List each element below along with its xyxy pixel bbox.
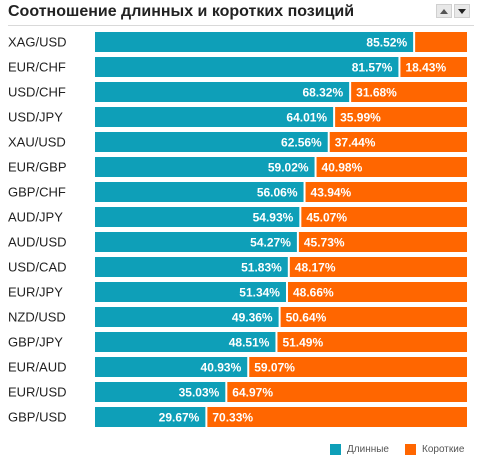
data-label-long: 62.56% <box>281 136 322 150</box>
category-label: EUR/GBP <box>8 160 67 175</box>
legend-item-long: Длинные <box>330 443 389 455</box>
data-label-short: 51.49% <box>282 336 323 350</box>
bar-short <box>280 307 467 327</box>
bar-long <box>95 307 279 327</box>
bar-long <box>95 207 300 227</box>
data-label-short: 45.73% <box>304 236 345 250</box>
category-label: EUR/JPY <box>8 285 63 300</box>
legend-swatch-short <box>405 443 416 455</box>
sort-down-button[interactable] <box>454 4 470 18</box>
data-label-short: 43.94% <box>311 186 352 200</box>
data-label-short: 37.44% <box>335 136 376 150</box>
bar-long <box>95 232 297 252</box>
category-label: XAG/USD <box>8 35 67 50</box>
data-label-long: 51.83% <box>241 261 282 275</box>
data-label-long: 56.06% <box>257 186 298 200</box>
data-label-short: 50.64% <box>286 311 327 325</box>
category-label: EUR/USD <box>8 385 67 400</box>
bar-short <box>316 157 467 177</box>
data-label-short: 64.97% <box>232 386 273 400</box>
data-label-long: 64.01% <box>286 111 327 125</box>
bar-long <box>95 132 328 152</box>
bar-long <box>95 257 288 277</box>
bar-short <box>249 357 467 377</box>
bar-long <box>95 357 248 377</box>
category-label: EUR/AUD <box>8 360 67 375</box>
category-label: GBP/JPY <box>8 335 63 350</box>
title-divider <box>8 25 474 26</box>
stacked-bar-chart: XAG/USD 85.52% EUR/CHF 81.57% 18.43% USD/CHF 6… <box>8 32 467 427</box>
bar-short <box>400 57 467 77</box>
data-label-short: 31.68% <box>356 86 397 100</box>
data-label-long: 49.36% <box>232 311 273 325</box>
data-label-long: 51.34% <box>239 286 280 300</box>
data-label-long: 54.93% <box>253 211 294 225</box>
bar-long <box>95 157 315 177</box>
bar-short <box>289 257 467 277</box>
data-label-long: 68.32% <box>302 86 343 100</box>
triangle-down-icon <box>458 8 466 14</box>
data-label-long: 54.27% <box>250 236 291 250</box>
category-label: AUD/JPY <box>8 210 63 225</box>
legend-label-short: Короткие <box>422 443 465 455</box>
data-label-short: 59.07% <box>254 361 295 375</box>
data-label-long: 85.52% <box>366 36 407 50</box>
bar-short <box>305 182 467 202</box>
bar-long <box>95 332 276 352</box>
category-label: USD/CHF <box>8 85 66 100</box>
bar-short <box>335 107 467 127</box>
data-label-long: 29.67% <box>159 411 200 425</box>
bar-long <box>95 57 399 77</box>
data-label-long: 59.02% <box>268 161 309 175</box>
legend-swatch-long <box>330 443 341 455</box>
category-label: GBP/CHF <box>8 185 66 200</box>
bar-short <box>287 282 467 302</box>
bar-short <box>415 32 467 52</box>
bar-short <box>277 332 467 352</box>
data-label-short: 48.17% <box>295 261 336 275</box>
data-label-long: 81.57% <box>352 61 393 75</box>
data-label-short: 35.99% <box>340 111 381 125</box>
legend-label-long: Длинные <box>347 443 389 455</box>
data-label-short: 40.98% <box>322 161 363 175</box>
data-label-short: 48.66% <box>293 286 334 300</box>
bar-long <box>95 282 286 302</box>
bar-short <box>329 132 467 152</box>
category-label: XAU/USD <box>8 135 66 150</box>
data-label-long: 40.93% <box>201 361 242 375</box>
category-label: USD/JPY <box>8 110 63 125</box>
bar-short <box>227 382 467 402</box>
bar-short <box>301 207 467 227</box>
bar-long <box>95 407 206 427</box>
bar-long <box>95 82 350 102</box>
category-label: GBP/USD <box>8 410 67 425</box>
bar-short <box>298 232 467 252</box>
chart-title: Соотношение длинных и коротких позиций <box>8 3 355 20</box>
data-label-long: 48.51% <box>229 336 270 350</box>
sort-up-button[interactable] <box>436 4 452 18</box>
bar-long <box>95 107 334 127</box>
category-label: AUD/USD <box>8 235 67 250</box>
triangle-up-icon <box>440 8 448 14</box>
bar-short <box>207 407 467 427</box>
category-label: EUR/CHF <box>8 60 66 75</box>
data-label-long: 35.03% <box>179 386 220 400</box>
bar-short <box>351 82 467 102</box>
bar-long <box>95 182 304 202</box>
legend-item-short: Короткие <box>405 443 464 455</box>
category-label: USD/CAD <box>8 260 67 275</box>
category-label: NZD/USD <box>8 310 66 325</box>
data-label-short: 45.07% <box>306 211 347 225</box>
data-label-short: 70.33% <box>212 411 253 425</box>
bar-long <box>95 382 226 402</box>
data-label-short: 18.43% <box>405 61 446 75</box>
bar-long <box>95 32 414 52</box>
